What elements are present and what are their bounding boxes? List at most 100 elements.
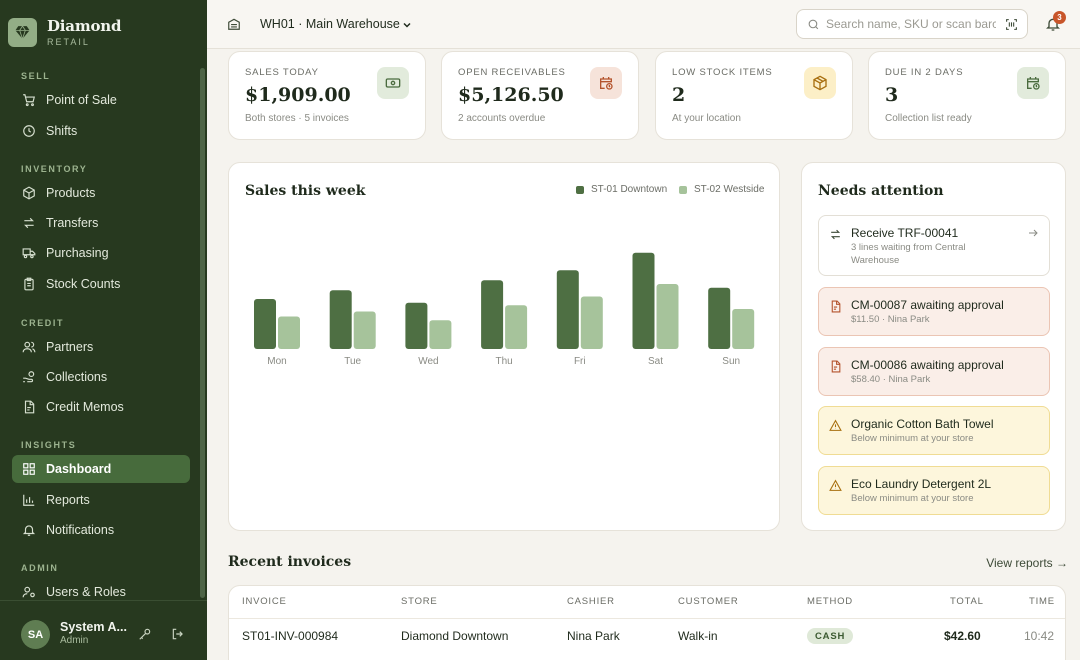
sidebar-item-label: Partners xyxy=(46,340,94,354)
scan-barcode-icon[interactable] xyxy=(1005,18,1018,31)
column-header-cashier[interactable]: CASHIER xyxy=(567,596,615,607)
stat-card-sales-today: SALES TODAY $1,909.00 Both stores · 5 in… xyxy=(228,51,426,140)
attention-item-laundry-detergent[interactable]: Eco Laundry Detergent 2L Below minimum a… xyxy=(818,466,1050,515)
sidebar-item-purchasing[interactable]: Purchasing xyxy=(12,239,190,267)
sidebar-item-point-of-sale[interactable]: Point of Sale xyxy=(12,86,190,114)
invoices-table: INVOICE STORE CASHIER CUSTOMER METHOD TO… xyxy=(228,585,1066,660)
attention-item-title: CM-00087 awaiting approval xyxy=(851,298,1004,312)
users-icon xyxy=(22,340,36,354)
view-reports-link[interactable]: View reports → xyxy=(986,556,1068,570)
attention-item-sub: $58.40 · Nina Park xyxy=(851,374,931,385)
bar-fri-series-2[interactable] xyxy=(580,296,603,350)
x-tick-label: Tue xyxy=(344,356,361,367)
notification-count-badge: 3 xyxy=(1053,11,1066,24)
x-tick-label: Mon xyxy=(267,356,286,367)
warehouse-selector[interactable]: WH01 · Main Warehouse xyxy=(260,17,400,31)
file-icon xyxy=(22,400,36,414)
hand-coins-icon xyxy=(22,370,36,384)
attention-item-cm-00086[interactable]: CM-00086 awaiting approval $58.40 · Nina… xyxy=(818,347,1050,396)
sidebar-item-label: Products xyxy=(46,186,96,200)
attention-item-transfer[interactable]: Receive TRF-00041 3 lines waiting from C… xyxy=(818,215,1050,276)
stat-sub: At your location xyxy=(672,113,741,124)
sidebar-scrollbar[interactable] xyxy=(200,68,205,598)
chevron-down-icon[interactable] xyxy=(401,18,413,30)
cell-invoice[interactable]: ST01-INV-000984 xyxy=(242,629,339,643)
warehouse-icon xyxy=(227,17,241,31)
bar-mon-series-1[interactable] xyxy=(254,299,276,349)
attention-item-sub: $11.50 · Nina Park xyxy=(851,314,930,325)
sidebar-item-users-roles[interactable]: Users & Roles xyxy=(12,578,190,606)
user-name: System A... xyxy=(60,620,127,634)
bar-tue-series-2[interactable] xyxy=(353,311,376,350)
sidebar-item-collections[interactable]: Collections xyxy=(12,363,190,391)
sidebar-item-shifts[interactable]: Shifts xyxy=(12,117,190,145)
sidebar-item-stock-counts[interactable]: Stock Counts xyxy=(12,270,190,298)
sidebar-item-transfers[interactable]: Transfers xyxy=(12,209,190,237)
key-icon[interactable] xyxy=(137,626,153,642)
attention-item-sub: Below minimum at your store xyxy=(851,493,974,504)
column-header-invoice[interactable]: INVOICE xyxy=(242,596,287,607)
sidebar-item-label: Collections xyxy=(46,370,108,384)
column-header-customer[interactable]: CUSTOMER xyxy=(678,596,739,607)
search-box xyxy=(796,9,1028,39)
sidebar-item-reports[interactable]: Reports xyxy=(12,486,190,514)
sidebar-item-partners[interactable]: Partners xyxy=(12,333,190,361)
sales-chart-card: Sales this week ST-01 Downtown ST-02 Wes… xyxy=(228,162,780,531)
sidebar-item-label: Credit Memos xyxy=(46,400,124,414)
column-header-store[interactable]: STORE xyxy=(401,596,438,607)
bar-fri-series-1[interactable] xyxy=(556,270,579,349)
transfer-icon xyxy=(829,228,842,241)
column-header-time[interactable]: TIME xyxy=(1029,596,1055,607)
cell-total: $42.60 xyxy=(944,629,981,643)
box-icon xyxy=(22,186,36,200)
bar-wed-series-1[interactable] xyxy=(405,302,428,349)
bar-tue-series-1[interactable] xyxy=(329,290,352,349)
column-header-method[interactable]: METHOD xyxy=(807,596,853,607)
x-tick-label: Sat xyxy=(648,356,663,367)
legend-swatch xyxy=(679,185,687,194)
bar-mon-series-2[interactable] xyxy=(278,316,300,350)
sidebar-item-notifications[interactable]: Notifications xyxy=(12,516,190,544)
nav-section-admin: ADMIN xyxy=(21,563,59,573)
bar-sat-series-1[interactable] xyxy=(632,252,655,349)
bar-sun-series-1[interactable] xyxy=(708,287,731,349)
brand[interactable]: Diamond RETAIL xyxy=(8,18,121,47)
warning-icon xyxy=(829,479,842,492)
bar-chart-icon xyxy=(22,493,36,507)
bar-thu-series-2[interactable] xyxy=(505,305,528,349)
x-tick-label: Thu xyxy=(495,356,512,367)
attention-item-cm-00087[interactable]: CM-00087 awaiting approval $11.50 · Nina… xyxy=(818,287,1050,336)
stat-label: LOW STOCK ITEMS xyxy=(672,67,773,78)
bar-sun-series-2[interactable] xyxy=(732,309,755,349)
stat-value: $5,126.50 xyxy=(458,84,564,106)
sidebar-item-label: Point of Sale xyxy=(46,93,117,107)
sidebar-item-credit-memos[interactable]: Credit Memos xyxy=(12,393,190,421)
stat-label: DUE IN 2 DAYS xyxy=(885,67,964,78)
sidebar-item-products[interactable]: Products xyxy=(12,179,190,207)
column-header-total[interactable]: TOTAL xyxy=(950,596,984,607)
calendar-clock-icon xyxy=(1017,67,1049,99)
sidebar-item-dashboard[interactable]: Dashboard xyxy=(12,455,190,483)
bar-thu-series-1[interactable] xyxy=(481,280,504,349)
cell-store: Diamond Downtown xyxy=(401,629,509,643)
grid-icon xyxy=(22,462,36,476)
bar-sat-series-2[interactable] xyxy=(656,284,679,349)
package-alert-icon xyxy=(804,67,836,99)
search-icon xyxy=(807,18,820,31)
search-input[interactable] xyxy=(826,15,996,33)
x-tick-label: Wed xyxy=(418,356,438,367)
user-cog-icon xyxy=(22,585,36,599)
bar-wed-series-2[interactable] xyxy=(429,320,452,349)
sidebar-item-label: Transfers xyxy=(46,216,99,230)
warning-icon xyxy=(829,419,842,432)
sales-bar-chart: Mon Tue Wed Thu Fri Sat Sun xyxy=(254,252,755,367)
avatar[interactable]: SA xyxy=(21,620,50,649)
logout-icon[interactable] xyxy=(170,626,186,642)
sidebar: Diamond RETAIL SELL Point of Sale Shifts… xyxy=(0,0,207,660)
needs-attention-card: Needs attention Receive TRF-00041 3 line… xyxy=(801,162,1066,531)
stat-value: $1,909.00 xyxy=(245,84,351,106)
sidebar-item-label: Dashboard xyxy=(46,462,112,476)
recent-invoices-title: Recent invoices xyxy=(228,554,352,570)
stat-sub: Both stores · 5 invoices xyxy=(245,113,349,124)
attention-item-bath-towel[interactable]: Organic Cotton Bath Towel Below minimum … xyxy=(818,406,1050,455)
